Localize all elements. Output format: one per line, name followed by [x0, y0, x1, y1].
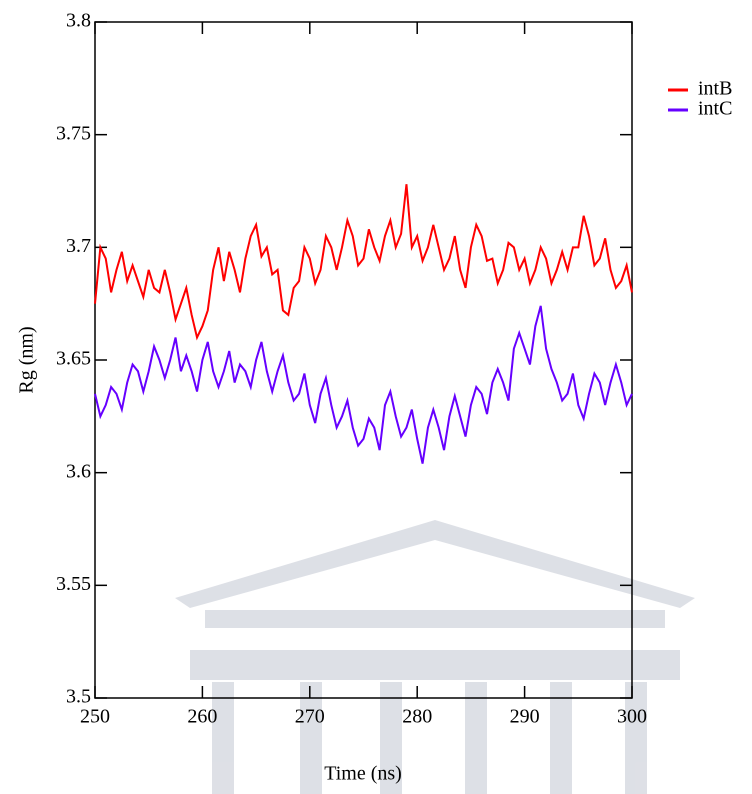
y-axis-label: Rg (nm) [16, 326, 38, 393]
y-tick-label: 3.7 [66, 235, 91, 257]
data-line [94, 184, 633, 341]
x-tick-label: 270 [295, 706, 325, 728]
x-tick-label: 290 [510, 706, 540, 728]
x-tick-label: 250 [80, 706, 110, 728]
x-tick-label: 260 [187, 706, 217, 728]
y-tick-label: 3.65 [56, 348, 91, 370]
x-tick-label: 300 [617, 706, 647, 728]
x-axis-label: Time (ns) [324, 763, 402, 785]
x-tick-label: 280 [402, 706, 432, 728]
y-tick-label: 3.8 [66, 10, 91, 32]
y-tick-label: 3.6 [66, 460, 91, 482]
y-tick-label: 3.55 [56, 573, 91, 595]
data-line [94, 305, 633, 464]
watermark [175, 520, 695, 794]
y-tick-label: 3.75 [56, 122, 91, 144]
legend-label: intB [698, 78, 732, 100]
y-tick-label: 3.5 [66, 686, 91, 708]
plot-frame [94, 21, 633, 699]
legend-label: intC [698, 98, 732, 120]
